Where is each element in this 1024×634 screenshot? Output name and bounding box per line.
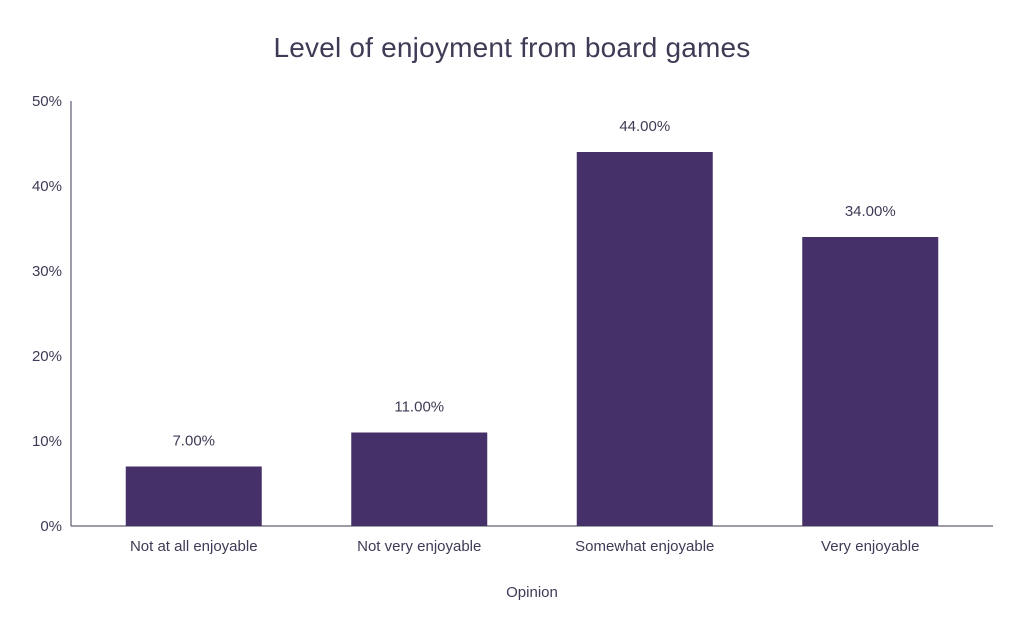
bar [802, 237, 939, 526]
bar [125, 466, 262, 526]
y-tick-label: 50% [32, 93, 62, 110]
y-tick-label: 20% [32, 348, 62, 365]
y-tick-label: 30% [32, 263, 62, 280]
x-tick-label: Very enjoyable [821, 538, 919, 555]
bars [125, 152, 939, 526]
y-tick-label: 0% [40, 518, 62, 535]
data-labels: 7.00% 11.00% 44.00% 34.00% [172, 118, 895, 450]
y-tick-label: 40% [32, 178, 62, 195]
chart-title: Level of enjoyment from board games [273, 32, 751, 63]
y-axis-ticks: 0% 10% 20% 30% 40% 50% [32, 93, 62, 535]
bar-data-label: 44.00% [619, 118, 670, 135]
x-axis-title: Opinion [506, 584, 558, 601]
y-tick-label: 10% [32, 433, 62, 450]
x-tick-label: Somewhat enjoyable [575, 538, 714, 555]
bar-data-label: 11.00% [394, 399, 444, 416]
bar-data-label: 34.00% [845, 203, 896, 220]
x-axis-ticks: Not at all enjoyable Not very enjoyable So… [130, 538, 920, 555]
x-tick-label: Not very enjoyable [357, 538, 481, 555]
bar [576, 152, 713, 526]
bar [351, 432, 488, 526]
bar-data-label: 7.00% [172, 433, 215, 450]
x-tick-label: Not at all enjoyable [130, 538, 258, 555]
